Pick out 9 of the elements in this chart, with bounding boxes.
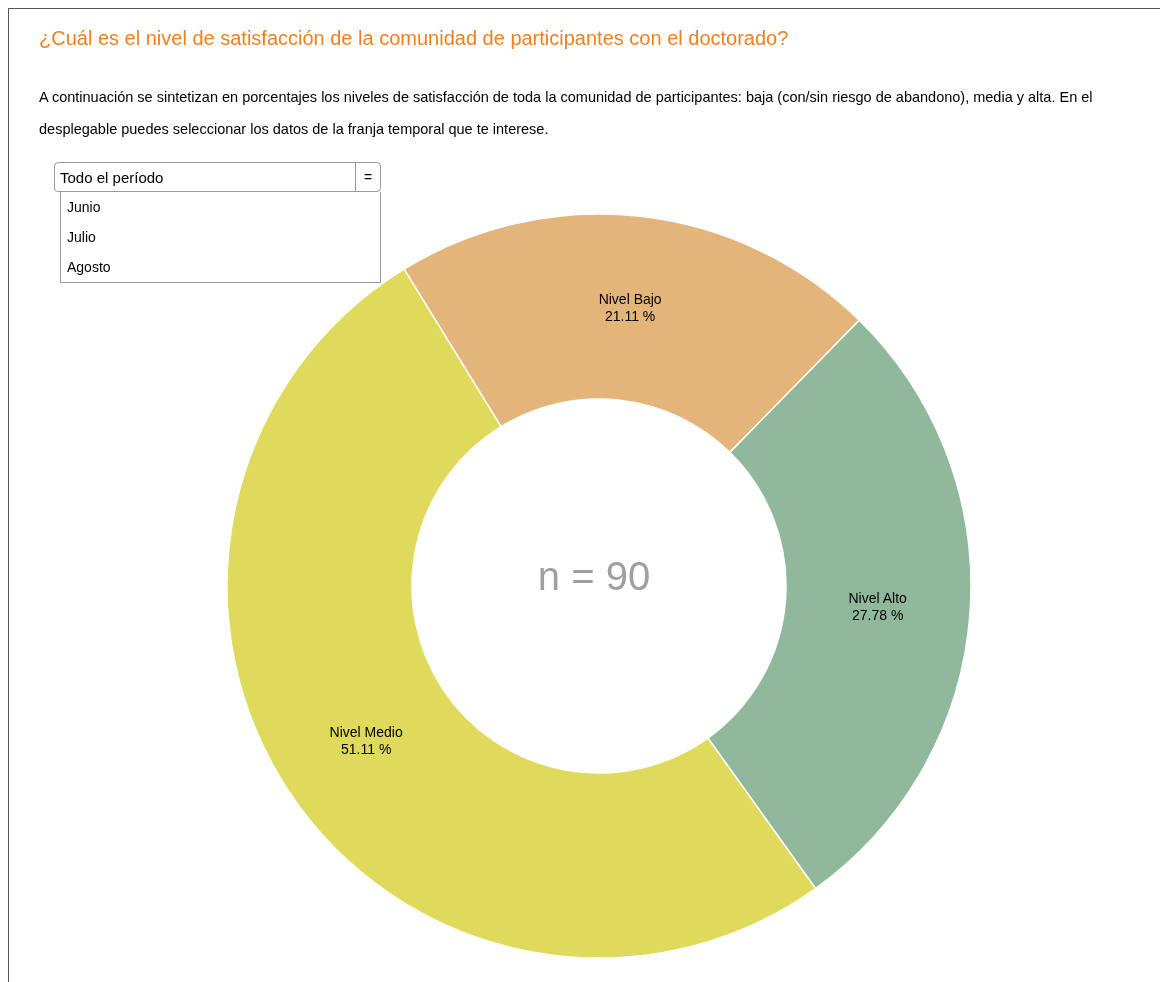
slice-label: Nivel Medio bbox=[329, 723, 403, 740]
chart-title: ¿Cuál es el nivel de satisfacción de la comunidad de participantes con el doctorado? bbox=[39, 27, 789, 50]
data-label: 21.11 % bbox=[604, 308, 656, 325]
slice-label: Nivel Alto bbox=[848, 590, 908, 607]
slice-label: Nivel Bajo bbox=[598, 291, 662, 308]
chart-subtitle: A continuación se sintetizan en porcentajes los niveles de satisfacción de toda la comunidad de participantes: baja (con/sin riesgo de abandono), media y alta. En el desplegable puedes seleccionar los datos de la franja temporal que te interese. bbox=[39, 88, 1094, 139]
data-label: 51.11 % bbox=[341, 740, 392, 757]
text: n = 90 bbox=[536, 554, 652, 599]
data-label: 27.78 % bbox=[851, 607, 904, 624]
